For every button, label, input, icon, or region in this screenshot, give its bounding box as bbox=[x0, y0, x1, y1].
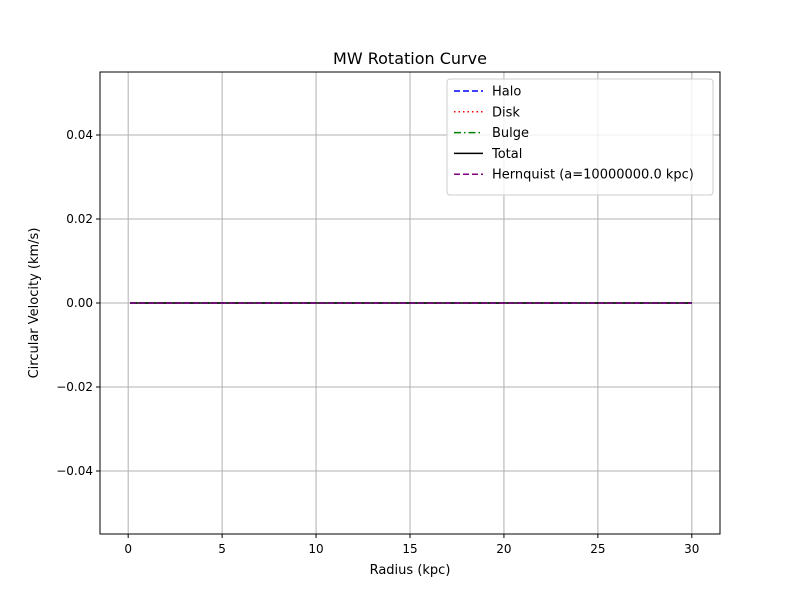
y-tick-label: 0.04 bbox=[66, 128, 93, 142]
x-tick-label: 0 bbox=[124, 542, 132, 556]
x-tick-label: 15 bbox=[402, 542, 417, 556]
x-tick-label: 30 bbox=[684, 542, 699, 556]
legend: Halo Disk Bulge Total Hernquist (a=10000000.… bbox=[446, 78, 714, 196]
x-axis-label: Radius (kpc) bbox=[370, 563, 451, 578]
y-tick-label: −0.02 bbox=[56, 380, 93, 394]
y-tick-label: 0.00 bbox=[66, 296, 93, 310]
x-axis-ticks: 0 5 10 15 20 25 30 bbox=[124, 534, 699, 556]
y-tick-label: −0.04 bbox=[56, 464, 93, 478]
y-tick-label: 0.02 bbox=[66, 212, 93, 226]
chart-title: MW Rotation Curve bbox=[333, 49, 487, 68]
y-axis-ticks: −0.04 −0.02 0.00 0.02 0.04 bbox=[56, 128, 100, 478]
legend-label-bulge: Bulge bbox=[492, 126, 529, 141]
x-tick-label: 20 bbox=[496, 542, 511, 556]
x-tick-label: 10 bbox=[308, 542, 323, 556]
legend-label-disk: Disk bbox=[492, 105, 520, 120]
x-tick-label: 5 bbox=[218, 542, 226, 556]
legend-box bbox=[446, 78, 714, 196]
legend-label-halo: Halo bbox=[492, 85, 521, 100]
legend-label-hernquist: Hernquist (a=10000000.0 kpc) bbox=[492, 168, 694, 183]
x-tick-label: 25 bbox=[590, 542, 605, 556]
y-axis-label: Circular Velocity (km/s) bbox=[27, 228, 42, 379]
legend-label-total: Total bbox=[491, 147, 522, 162]
